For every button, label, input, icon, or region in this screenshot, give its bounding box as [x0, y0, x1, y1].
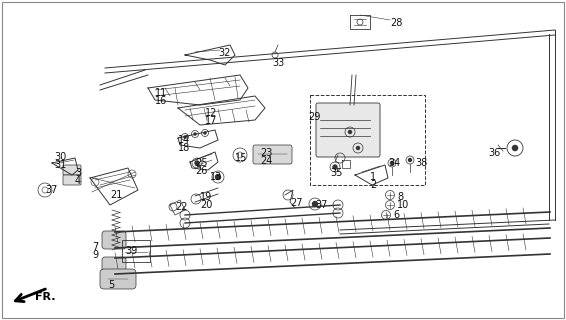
Text: 12: 12 [205, 108, 217, 118]
FancyBboxPatch shape [316, 103, 380, 157]
Text: 37: 37 [315, 200, 327, 210]
Text: 3: 3 [75, 168, 81, 178]
Text: 29: 29 [308, 112, 320, 122]
Text: 31: 31 [54, 160, 66, 170]
Circle shape [391, 162, 393, 164]
Text: 33: 33 [272, 58, 284, 68]
Text: 27: 27 [290, 198, 302, 208]
Circle shape [348, 130, 352, 134]
Text: 20: 20 [200, 200, 212, 210]
Text: 37: 37 [45, 185, 57, 195]
Text: 17: 17 [205, 116, 217, 126]
Text: 4: 4 [75, 176, 81, 186]
Text: 16: 16 [155, 96, 167, 106]
FancyBboxPatch shape [100, 269, 136, 289]
Text: 7: 7 [92, 242, 98, 252]
Circle shape [333, 165, 337, 169]
Text: 24: 24 [260, 156, 272, 166]
Text: 34: 34 [388, 158, 400, 168]
Text: 19: 19 [200, 192, 212, 202]
Text: 1: 1 [370, 172, 376, 182]
Circle shape [409, 158, 411, 162]
FancyBboxPatch shape [63, 175, 81, 185]
Text: 30: 30 [54, 152, 66, 162]
Text: 35: 35 [330, 168, 342, 178]
FancyBboxPatch shape [253, 145, 292, 164]
Text: 14: 14 [178, 135, 190, 145]
Bar [310, 95, 425, 185]
Text: 6: 6 [393, 210, 399, 220]
Text: 8: 8 [397, 192, 403, 202]
Circle shape [204, 132, 207, 134]
Circle shape [194, 132, 196, 135]
Circle shape [216, 174, 221, 180]
Text: 11: 11 [155, 88, 167, 98]
Circle shape [312, 202, 318, 206]
Text: 21: 21 [110, 190, 122, 200]
Text: 9: 9 [92, 250, 98, 260]
Text: 22: 22 [175, 202, 187, 212]
Circle shape [356, 146, 360, 150]
Text: 10: 10 [397, 200, 409, 210]
FancyBboxPatch shape [63, 165, 81, 175]
Text: 2: 2 [370, 180, 376, 190]
Text: 28: 28 [390, 18, 402, 28]
Text: 18: 18 [178, 143, 190, 153]
Text: 32: 32 [218, 48, 230, 58]
Bar [122, 240, 150, 262]
Circle shape [512, 145, 518, 151]
Text: 38: 38 [415, 158, 427, 168]
Text: 5: 5 [108, 280, 114, 290]
Text: 39: 39 [125, 246, 137, 256]
Text: 13: 13 [210, 172, 222, 182]
Text: 15: 15 [235, 153, 247, 163]
Text: 26: 26 [195, 166, 207, 176]
FancyBboxPatch shape [102, 231, 126, 249]
Circle shape [183, 135, 187, 139]
Text: 23: 23 [260, 148, 272, 158]
Circle shape [195, 161, 199, 165]
FancyBboxPatch shape [102, 257, 126, 275]
Text: 25: 25 [195, 158, 208, 168]
Text: FR.: FR. [35, 292, 55, 302]
Text: 36: 36 [488, 148, 500, 158]
